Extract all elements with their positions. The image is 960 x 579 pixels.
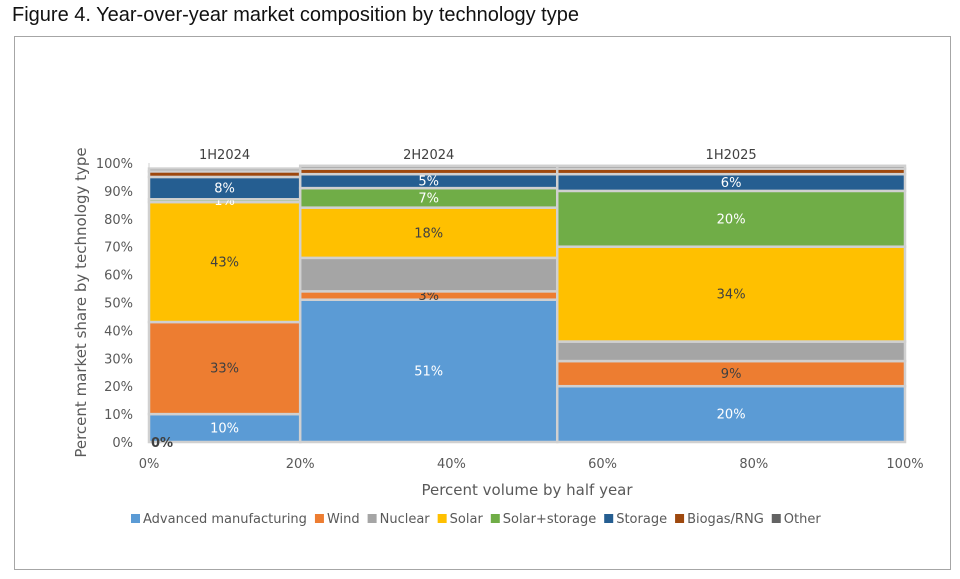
chart-frame: 10% 33% 43% 1% 8% 51% 3% 18% 7% 5% 20% 9% 34% 20% 6% 1… <box>14 36 951 570</box>
legend-label-5: Storage <box>616 512 667 527</box>
y-tick-label: 80% <box>104 213 133 228</box>
y-tick-label: 40% <box>104 324 133 339</box>
legend-swatch-0 <box>131 514 140 523</box>
axes: 1H2024 2H2024 1H2025 0% 0% 10% 20% 30% 40% 50% 60%… <box>72 147 924 499</box>
legend-swatch-7 <box>771 514 781 523</box>
legend-label-2: Nuclear <box>380 512 431 527</box>
column-label-2: 1H2025 <box>706 148 757 163</box>
legend-swatch-4 <box>490 514 500 523</box>
legend-swatch-6 <box>675 514 685 523</box>
x-tick-label: 20% <box>286 457 315 472</box>
segment-2-2 <box>555 340 907 363</box>
data-label-1-5: 5% <box>418 175 439 190</box>
plot-area: 10%33%43%1%8%51%3%18%7%5%20%9%34%20%6% <box>147 164 907 444</box>
legend-label-6: Biogas/RNG <box>687 512 764 527</box>
legend-swatch-2 <box>367 514 377 523</box>
segment-1-2 <box>298 256 559 293</box>
x-axis-title: Percent volume by half year <box>421 481 633 499</box>
extra-data-label: 0% <box>151 436 173 451</box>
segment-0-1 <box>147 320 302 416</box>
legend-label-0: Advanced manufacturing <box>143 512 307 527</box>
data-label-0-3: 43% <box>210 256 239 271</box>
data-label-1-0: 51% <box>414 364 443 379</box>
data-label-2-3: 34% <box>717 288 746 303</box>
y-tick-label: 0% <box>112 436 133 451</box>
segment-1-3 <box>298 206 559 260</box>
y-axis-title: Percent market share by technology type <box>72 147 90 457</box>
data-label-1-1: 3% <box>418 289 439 304</box>
y-tick-label: 10% <box>104 408 133 423</box>
column-label-1: 2H2024 <box>403 148 454 163</box>
data-label-0-0: 10% <box>210 422 239 437</box>
marimekko-chart: 10%33%43%1%8%51%3%18%7%5%20%9%34%20%6% 1… <box>72 147 924 527</box>
data-label-2-1: 9% <box>721 367 742 382</box>
x-tick-label: 60% <box>588 457 617 472</box>
legend-label-1: Wind <box>327 512 360 527</box>
data-label-2-4: 20% <box>717 212 746 227</box>
segment-2-1 <box>555 359 907 388</box>
legend-label-7: Other <box>784 512 822 527</box>
data-label-2-0: 20% <box>717 408 746 423</box>
segment-2-3 <box>555 245 907 343</box>
x-tick-label: 100% <box>886 457 923 472</box>
y-tick-label: 50% <box>104 297 133 312</box>
x-tick-label: 80% <box>739 457 768 472</box>
legend-swatch-1 <box>314 514 324 523</box>
legend: Advanced manufacturing Wind Nuclear Solar So… <box>131 512 821 527</box>
data-label-0-5: 8% <box>214 182 235 197</box>
legend-swatch-5 <box>604 514 614 523</box>
figure-caption: Figure 4. Year-over-year market composit… <box>12 4 579 26</box>
y-tick-label: 100% <box>96 157 133 172</box>
y-tick-label: 60% <box>104 269 133 284</box>
legend-label-3: Solar <box>450 512 484 527</box>
column-label-0: 1H2024 <box>199 148 250 163</box>
y-tick-label: 30% <box>104 352 133 367</box>
segment-0-7 <box>147 167 302 173</box>
legend-swatch-3 <box>437 514 447 523</box>
y-tick-label: 90% <box>104 185 133 200</box>
x-tick-label: 0% <box>139 457 160 472</box>
segment-2-7 <box>555 164 907 170</box>
x-tick-label: 40% <box>437 457 466 472</box>
y-tick-label: 20% <box>104 380 133 395</box>
data-label-2-5: 6% <box>721 176 742 191</box>
y-tick-label: 70% <box>104 241 133 256</box>
legend-label-4: Solar+storage <box>503 512 596 527</box>
segment-1-7 <box>298 164 559 170</box>
data-label-1-3: 18% <box>414 226 443 241</box>
data-label-1-4: 7% <box>418 191 439 206</box>
data-label-0-1: 33% <box>210 362 239 377</box>
